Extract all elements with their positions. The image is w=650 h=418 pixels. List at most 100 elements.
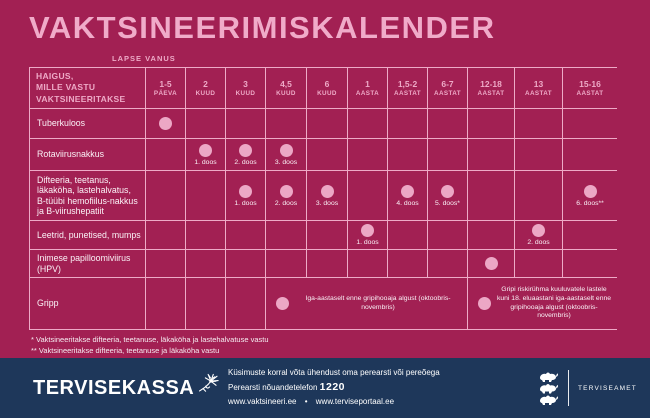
disease-cell: Gripp [30,278,145,329]
age-unit: PÄEVA [153,90,178,98]
disease-cell: Leetrid, punetised, mumps [30,221,145,249]
dose-dot [532,224,545,237]
dose-label: 1. doos [356,239,379,246]
divider-line [568,370,569,406]
dose-cell: 3. doos [307,171,347,220]
dose-label: 2. doos [274,199,298,207]
empty-cell [307,109,347,138]
age-unit: KUUD [317,90,337,98]
dose-label: 2. doos [234,158,257,166]
dose-dot [279,143,293,157]
empty-cell [515,109,562,138]
age-column-header: 4,5 KUUD [266,68,306,108]
empty-cell [348,250,387,277]
age-value: 1-5 [159,78,172,89]
empty-cell [428,221,467,249]
age-column-header: 6 KUUD [307,68,347,108]
disease-cell: Rotaviirusnakkus [30,139,145,170]
dose-label: 1. doos [234,199,257,207]
age-column-header: 1 AASTA [348,68,387,108]
dose-cell: 2. doos [515,221,562,249]
age-value: 6-7 [441,78,454,89]
bullet-separator: • [304,396,308,406]
empty-cell [307,250,347,277]
dose-label: 2. doos [527,239,550,246]
empty-cell [515,171,562,220]
empty-cell [266,221,306,249]
empty-cell [266,109,306,138]
corner-header-line: HAIGUS, [36,70,74,81]
age-column-header: 1,5-2 AASTAT [388,68,427,108]
note-cell: Gripi riskirühma kuuluvatele lastele kun… [468,278,617,329]
url-terviseportaal: www.terviseportaal.ee [315,396,395,406]
age-unit: KUUD [276,90,296,98]
dose-cell: 1. doos [226,171,265,220]
footer: TERVISEKASSA Küsimuste korral võta ühend… [0,358,650,418]
page-title: VAKTSINEERIMISKALENDER [29,10,496,45]
age-axis-label: LAPSE VANUS [112,54,176,63]
disease-cell: Inimese papilloomiviirus (HPV) [30,250,145,277]
dose-dot [159,117,172,130]
empty-cell [563,139,617,170]
phone-label: Perearsti nõuandetelefon [228,383,318,393]
empty-cell [348,109,387,138]
empty-cell [388,221,427,249]
dose-label: 3. doos [315,199,339,207]
empty-cell [146,250,185,277]
dose-cell: 2. doos [266,171,306,220]
empty-cell [515,139,562,170]
empty-cell [146,171,185,220]
empty-cell [186,278,225,329]
empty-cell [266,250,306,277]
empty-cell [563,109,617,138]
vaccination-table: HAIGUS, MILLE VASTU VAKTSINEERITAKSE 1-5 PÄE… [29,67,617,330]
age-value: 2 [203,78,208,89]
note-cell: Iga-aastaselt enne gripihooaja algust (o… [266,278,467,329]
empty-cell [468,221,514,249]
age-unit: KUUD [235,90,256,98]
disease-cell: Difteeria, teetanus, läkaköha, lastehalv… [30,171,145,220]
phone-number: 1220 [319,381,345,394]
age-value: 1 [365,78,370,89]
dose-cell: 6. doos** [563,171,617,220]
footnote-line-1: * Vaktsineeritakse difteeria, teetanuse,… [31,335,269,344]
note-text: Gripi riskirühma kuuluvatele lastele kun… [496,285,612,320]
age-value: 3 [243,78,248,89]
age-value: 4,5 [280,78,292,89]
empty-cell [307,139,347,170]
dose-label: 3. doos [274,158,298,166]
age-unit: AASTAT [525,90,552,98]
empty-cell [146,139,185,170]
age-unit: AASTAT [576,90,604,98]
empty-cell [563,221,617,249]
empty-cell [348,139,387,170]
empty-cell [186,109,225,138]
empty-cell [307,221,347,249]
dose-cell: 2. doos [226,139,265,170]
age-column-header: 13 AASTAT [515,68,562,108]
empty-cell [468,109,514,138]
table-corner-header: HAIGUS, MILLE VASTU VAKTSINEERITAKSE [30,68,145,108]
empty-cell [388,250,427,277]
age-value: 1,5-2 [397,78,418,89]
empty-cell [388,139,427,170]
three-lions-icon [540,372,558,405]
empty-cell [226,250,265,277]
terviseamet-logo: TERVISEAMET [536,358,637,418]
dose-dot [441,184,454,198]
dose-cell: 1. doos [186,139,225,170]
empty-cell [468,171,514,220]
age-unit: KUUD [195,90,216,98]
phone-line: Perearsti nõuandetelefon 1220 [228,379,440,395]
age-unit: AASTAT [477,90,505,98]
empty-cell [226,109,265,138]
dose-dot [276,297,289,310]
dose-cell: 4. doos [388,171,427,220]
dose-cell [146,109,185,138]
dose-label: 6. doos** [576,199,604,207]
age-column-header: 6-7 AASTAT [428,68,467,108]
dose-dot [484,257,498,270]
dose-dot [239,184,252,198]
dose-dot [279,184,293,198]
